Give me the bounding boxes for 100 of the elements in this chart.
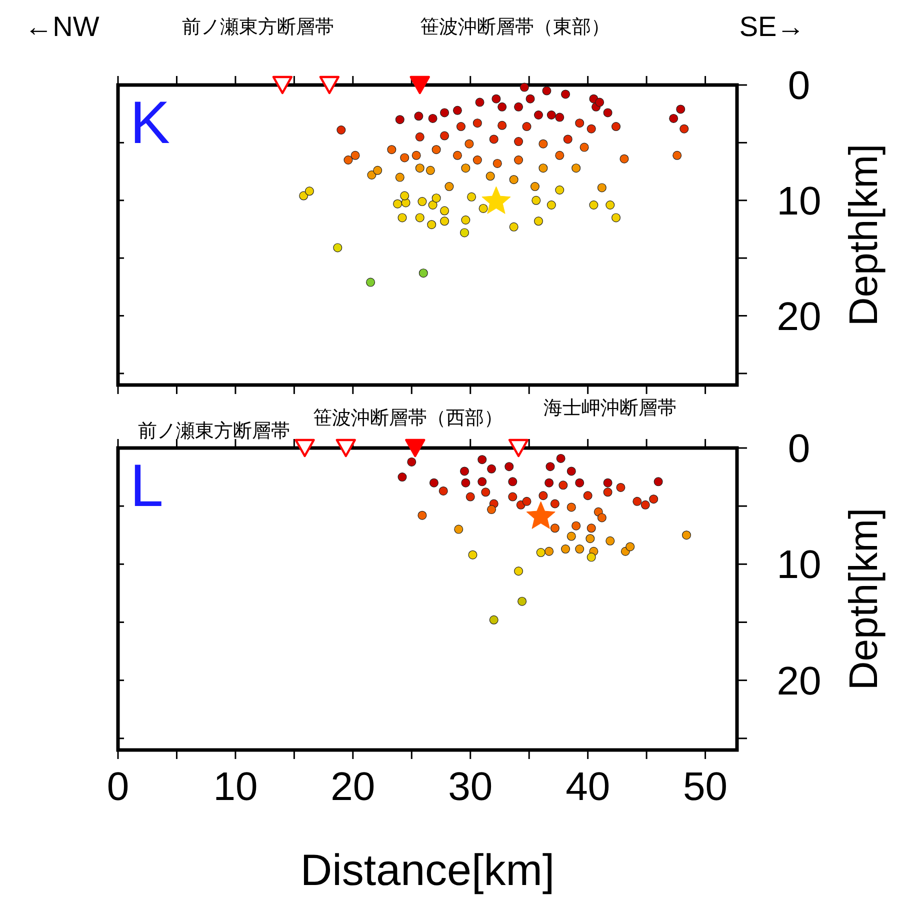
point <box>481 488 490 497</box>
point <box>589 200 598 210</box>
point <box>405 438 426 458</box>
point <box>532 196 541 205</box>
point <box>412 150 421 160</box>
point <box>544 478 554 488</box>
point <box>538 139 548 148</box>
point <box>438 486 448 496</box>
point <box>680 124 689 134</box>
point <box>654 477 663 486</box>
point <box>461 216 470 224</box>
point <box>536 548 546 558</box>
text: 前ノ瀬東方断層帯 <box>182 16 334 38</box>
point <box>454 524 464 534</box>
point <box>508 477 518 486</box>
point <box>514 156 524 164</box>
y-axis-title: Depth[km] <box>842 508 886 690</box>
point <box>612 213 621 222</box>
point <box>575 478 584 488</box>
point <box>498 120 507 130</box>
point <box>538 491 548 500</box>
point <box>550 499 560 508</box>
point <box>514 102 524 112</box>
point <box>395 115 404 124</box>
x-tick-label: 40 <box>566 765 610 809</box>
point <box>514 137 524 146</box>
point <box>626 542 635 552</box>
point <box>373 166 382 175</box>
point <box>472 118 482 128</box>
text: SE→ <box>739 11 805 42</box>
point <box>398 472 407 482</box>
point <box>556 454 566 463</box>
point <box>367 170 376 180</box>
chart-title: K <box>130 89 170 156</box>
point <box>429 478 438 488</box>
x-tick-label: 50 <box>683 765 728 809</box>
point <box>597 183 606 192</box>
point <box>426 166 435 175</box>
point <box>440 206 450 216</box>
x-axis-title: Distance[km] <box>300 846 555 895</box>
y-tick-label: 0 <box>788 427 810 471</box>
point <box>575 118 584 128</box>
point <box>669 114 678 123</box>
point <box>640 500 650 510</box>
point <box>319 76 340 94</box>
point <box>456 122 466 132</box>
text: ←NW <box>24 11 100 42</box>
point <box>272 76 293 94</box>
point <box>336 126 346 134</box>
y-tick-label: 20 <box>776 659 822 704</box>
chart-title: L <box>130 452 164 519</box>
point <box>612 122 621 132</box>
point <box>432 145 441 154</box>
point <box>414 112 424 121</box>
point <box>400 153 410 162</box>
point <box>461 164 470 173</box>
point <box>509 222 518 232</box>
point <box>478 477 487 486</box>
point <box>561 90 570 99</box>
point <box>566 502 576 512</box>
y-axis-title: Depth[km] <box>842 144 886 326</box>
point <box>304 186 314 196</box>
point <box>555 186 564 194</box>
point <box>603 108 612 118</box>
y-tick-label: 10 <box>776 543 822 588</box>
point <box>489 615 498 624</box>
point <box>534 216 543 226</box>
point <box>555 150 564 160</box>
point <box>418 197 427 206</box>
point <box>603 478 612 488</box>
point <box>672 150 682 160</box>
point <box>522 122 532 132</box>
point <box>561 544 570 554</box>
point <box>444 182 454 192</box>
point <box>461 478 470 488</box>
point <box>542 86 552 96</box>
text: 笹波沖断層帯（東部） <box>420 16 610 38</box>
point <box>572 164 581 173</box>
point <box>586 552 596 562</box>
point <box>563 134 572 144</box>
point <box>583 491 592 500</box>
point <box>452 150 462 160</box>
series-label: 笹波沖断層帯（西部） <box>313 407 503 429</box>
y-tick-label: 0 <box>788 64 810 108</box>
point <box>415 213 424 222</box>
x-tick-label: 0 <box>106 765 130 809</box>
point <box>632 496 642 506</box>
point <box>464 139 474 148</box>
point <box>682 530 691 540</box>
point <box>606 536 615 546</box>
point <box>546 462 555 472</box>
series-label: 海士岬沖断層帯 <box>544 398 676 419</box>
point <box>487 464 496 474</box>
point <box>508 492 518 502</box>
point <box>534 110 543 120</box>
point <box>518 596 527 606</box>
point <box>566 466 576 476</box>
point <box>492 158 502 168</box>
series-label: 前ノ瀬東方断層帯 <box>138 420 290 442</box>
point <box>299 191 308 200</box>
